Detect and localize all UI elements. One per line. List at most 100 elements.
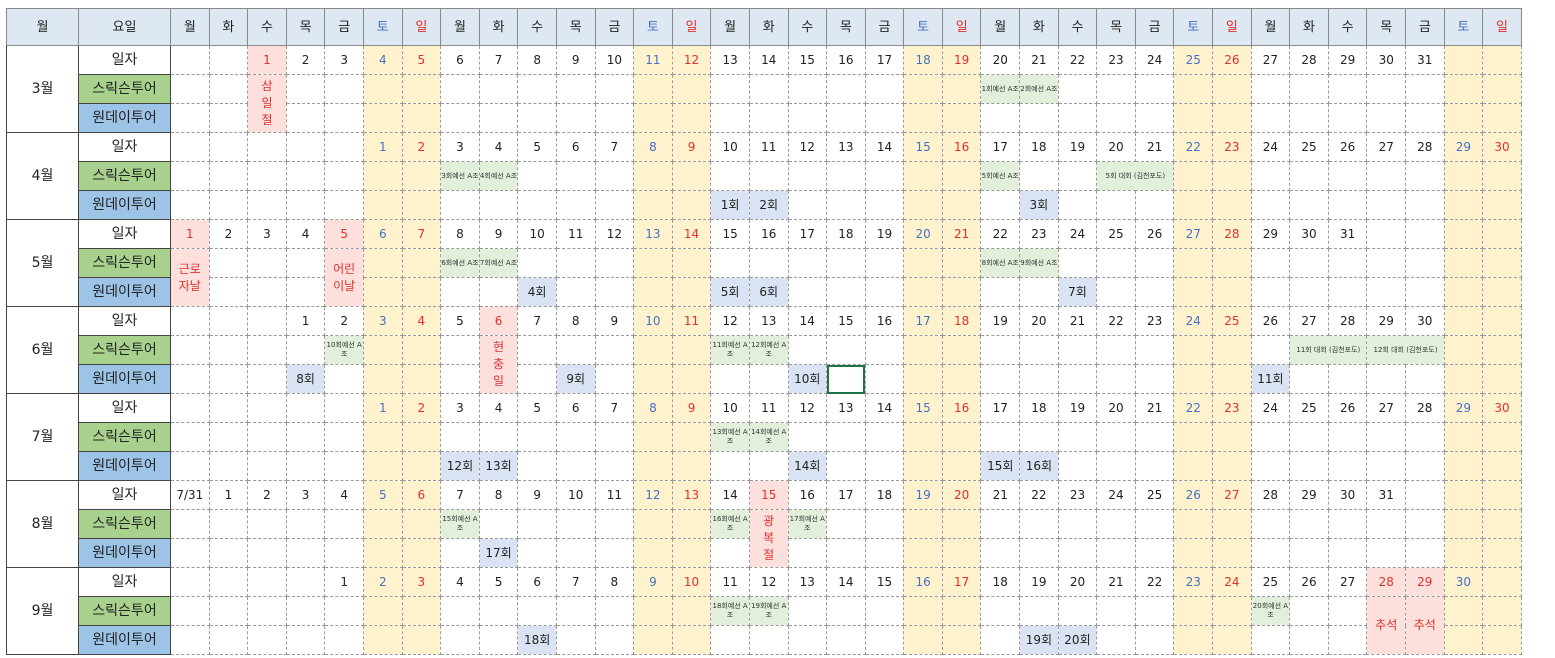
- one-day-tour-cell[interactable]: [1405, 103, 1445, 133]
- one-day-tour-cell[interactable]: [864, 625, 905, 655]
- date-cell[interactable]: 5: [440, 306, 480, 336]
- date-cell[interactable]: 18: [1019, 393, 1059, 423]
- date-cell[interactable]: 12: [787, 393, 828, 423]
- one-day-event-cell[interactable]: 10회: [787, 364, 828, 394]
- srixon-event-cell[interactable]: 11회예선 A조: [710, 335, 750, 365]
- date-cell[interactable]: 13: [826, 132, 866, 162]
- date-cell[interactable]: 21: [1096, 567, 1136, 597]
- date-cell[interactable]: [1366, 219, 1406, 249]
- srixon-tour-cell[interactable]: [1443, 161, 1484, 191]
- date-cell[interactable]: 19: [1057, 132, 1098, 162]
- holiday-cell[interactable]: 현충일: [478, 335, 519, 394]
- date-cell[interactable]: 27: [1366, 132, 1406, 162]
- date-cell[interactable]: 8: [633, 393, 673, 423]
- srixon-tour-cell[interactable]: [285, 335, 326, 365]
- one-day-tour-cell[interactable]: [941, 190, 982, 220]
- date-cell[interactable]: 4: [440, 567, 480, 597]
- srixon-tour-cell[interactable]: [401, 335, 442, 365]
- date-cell[interactable]: 2: [285, 45, 326, 75]
- srixon-tour-cell[interactable]: [1096, 596, 1136, 626]
- date-cell[interactable]: 3: [324, 45, 364, 75]
- date-cell[interactable]: 19: [980, 306, 1021, 336]
- date-cell[interactable]: 11: [748, 393, 789, 423]
- srixon-tour-cell[interactable]: [748, 248, 789, 278]
- holiday-cell[interactable]: 삼일절: [247, 74, 287, 133]
- date-cell[interactable]: 5: [324, 219, 364, 249]
- srixon-event-cell[interactable]: 5회예선 A조: [980, 161, 1021, 191]
- srixon-tour-cell[interactable]: [517, 422, 557, 452]
- date-cell[interactable]: 3: [285, 480, 326, 510]
- date-cell[interactable]: 7: [440, 480, 480, 510]
- srixon-tour-cell[interactable]: [1289, 422, 1329, 452]
- srixon-tour-cell[interactable]: [208, 74, 249, 104]
- srixon-tour-cell[interactable]: [1173, 248, 1214, 278]
- one-day-tour-cell[interactable]: [748, 625, 789, 655]
- date-cell[interactable]: 7: [401, 219, 442, 249]
- date-row-label[interactable]: 일자: [78, 306, 171, 336]
- srixon-tour-cell[interactable]: [1057, 248, 1098, 278]
- srixon-tour-cell[interactable]: [324, 161, 364, 191]
- date-cell[interactable]: 12: [594, 219, 635, 249]
- one-day-tour-cell[interactable]: [710, 103, 750, 133]
- one-day-tour-cell[interactable]: [170, 190, 210, 220]
- one-day-tour-cell[interactable]: [247, 538, 287, 568]
- date-cell[interactable]: 18: [980, 567, 1021, 597]
- srixon-tour-cell[interactable]: [671, 509, 712, 539]
- date-cell[interactable]: 13: [671, 480, 712, 510]
- srixon-tour-cell[interactable]: [1019, 596, 1059, 626]
- srixon-tour-cell[interactable]: [748, 161, 789, 191]
- date-cell[interactable]: 16: [748, 219, 789, 249]
- srixon-tour-cell[interactable]: [517, 509, 557, 539]
- one-day-tour-cell[interactable]: [1482, 364, 1522, 394]
- srixon-tour-cell[interactable]: [401, 161, 442, 191]
- date-row-label[interactable]: 일자: [78, 45, 171, 75]
- date-cell[interactable]: 19: [941, 45, 982, 75]
- one-day-tour-cell[interactable]: [633, 625, 673, 655]
- holiday-cell[interactable]: 추석: [1366, 596, 1406, 655]
- weekday-header-cell[interactable]: 목: [1366, 8, 1406, 46]
- srixon-tour-cell[interactable]: [864, 596, 905, 626]
- one-day-tour-cell[interactable]: [362, 364, 403, 394]
- one-day-tour-cell[interactable]: [826, 451, 866, 481]
- weekday-header-cell[interactable]: 목: [826, 8, 866, 46]
- one-day-tour-cell[interactable]: [594, 190, 635, 220]
- weekday-header-cell[interactable]: 금: [1134, 8, 1175, 46]
- srixon-tour-cell[interactable]: [1327, 248, 1368, 278]
- one-day-tour-cell[interactable]: [980, 538, 1021, 568]
- date-cell[interactable]: 30: [1482, 393, 1522, 423]
- date-cell[interactable]: 2: [247, 480, 287, 510]
- srixon-tour-cell[interactable]: [633, 596, 673, 626]
- date-cell[interactable]: 6: [555, 393, 596, 423]
- date-cell[interactable]: 19: [1057, 393, 1098, 423]
- srixon-event-cell[interactable]: 4회예선 A조: [478, 161, 519, 191]
- date-cell[interactable]: [170, 567, 210, 597]
- srixon-tour-cell[interactable]: [594, 161, 635, 191]
- date-cell[interactable]: 27: [1212, 480, 1252, 510]
- date-cell[interactable]: 18: [941, 306, 982, 336]
- srixon-tour-cell[interactable]: [208, 161, 249, 191]
- date-cell[interactable]: 14: [864, 393, 905, 423]
- date-cell[interactable]: 18: [826, 219, 866, 249]
- srixon-tour-cell[interactable]: [826, 509, 866, 539]
- srixon-tour-cell[interactable]: [1019, 161, 1059, 191]
- date-cell[interactable]: [170, 45, 210, 75]
- date-cell[interactable]: 26: [1327, 393, 1368, 423]
- srixon-tour-cell[interactable]: [285, 509, 326, 539]
- one-day-tour-cell[interactable]: [903, 364, 943, 394]
- date-cell[interactable]: 5: [362, 480, 403, 510]
- srixon-tour-cell[interactable]: [170, 161, 210, 191]
- date-cell[interactable]: 10: [671, 567, 712, 597]
- one-day-tour-cell[interactable]: [1443, 625, 1484, 655]
- srixon-tour-cell[interactable]: [671, 161, 712, 191]
- one-day-tour-cell[interactable]: [170, 364, 210, 394]
- srixon-tour-cell[interactable]: [980, 596, 1021, 626]
- one-day-tour-cell[interactable]: [671, 190, 712, 220]
- date-cell[interactable]: 22: [1173, 132, 1214, 162]
- date-cell[interactable]: 26: [1327, 132, 1368, 162]
- srixon-tour-cell[interactable]: [208, 596, 249, 626]
- one-day-tour-cell[interactable]: [1134, 103, 1175, 133]
- one-day-tour-cell[interactable]: [440, 625, 480, 655]
- one-day-tour-cell[interactable]: [1250, 190, 1291, 220]
- date-cell[interactable]: [1482, 480, 1522, 510]
- date-cell[interactable]: 24: [1096, 480, 1136, 510]
